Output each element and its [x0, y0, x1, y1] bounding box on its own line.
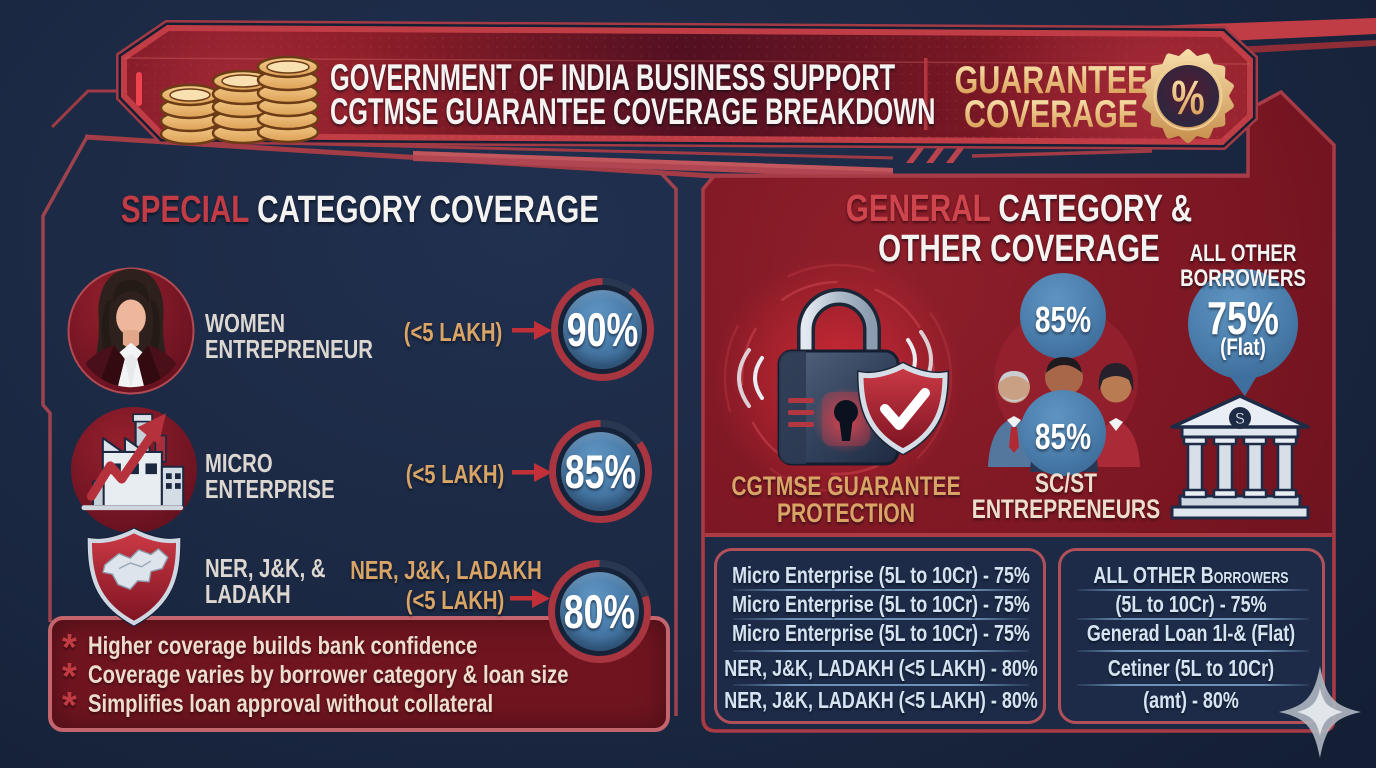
note2-text: Coverage varies by borrower category & l…	[88, 661, 569, 689]
row1-condition: (<5 LAKH)	[403, 317, 503, 347]
separator-line	[1077, 650, 1309, 652]
header-right-label-line1: GUARANTEE	[895, 59, 1207, 103]
header-right-label-line2: COVERAGE	[895, 93, 1207, 137]
breakdown-left-row: NER, J&K, LADAKH (<5 LAKH) - 80%	[724, 655, 1038, 681]
right-panel-title-accent: GENERAL	[845, 188, 991, 230]
breakdown-left-row: Micro Enterprise (5L to 10Cr) - 75%	[732, 591, 1030, 617]
row3-label-line1: NER, J&K, &	[205, 553, 326, 583]
separator-line	[733, 589, 1029, 591]
separator-line	[1077, 684, 1309, 686]
header-stripe-top	[1095, 18, 1376, 46]
note1-text: Higher coverage builds bank confidence	[88, 632, 478, 660]
other-label-line1: ALL OTHER	[1189, 240, 1297, 267]
note3-bullet-icon: *	[62, 685, 77, 727]
row2-condition: (<5 LAKH)	[405, 459, 505, 489]
right-panel-title-line1: GENERAL CATEGORY &	[746, 188, 1292, 231]
coins-icon	[159, 55, 320, 146]
header-accent-dash	[136, 72, 142, 106]
breakdown-left-row: Micro Enterprise (5L to 10Cr) - 75%	[732, 620, 1030, 646]
coverage-value-85: 85%	[564, 445, 637, 498]
breakdown-right-row: Generad Loan 1l-& (Flat)	[1086, 620, 1296, 646]
right-panel-title-line2: OTHER COVERAGE	[878, 228, 1160, 270]
lock-caption-line1: CGTMSE GUARANTEE	[731, 471, 961, 501]
breakdown-left-box	[714, 548, 1046, 724]
row3-label-line2: LADAKH	[205, 579, 291, 609]
row1-label-line1: WOMEN	[205, 308, 285, 338]
row1-label-line2: ENTREPRENEUR	[205, 334, 373, 364]
row3-condition-line2: (<5 LAKH)	[405, 585, 505, 615]
scst-value-bottom: 85%	[1034, 416, 1092, 457]
left-panel-title-rest: CATEGORY COVERAGE	[248, 189, 600, 231]
breakdown-left-row: Micro Enterprise (5L to 10Cr) - 75%	[732, 562, 1030, 588]
bank-dollar-symbol: $	[1235, 409, 1245, 428]
breakdown-right-row: (5L to 10Cr) - 75%	[1115, 591, 1267, 617]
other-value-note: (Flat)	[1220, 334, 1266, 361]
separator-line	[733, 618, 1029, 620]
coverage-ring-80: 80%	[548, 560, 651, 663]
header-title-line2: CGTMSE GUARANTEE COVERAGE BREAKDOWN	[330, 91, 936, 132]
coverage-ring-85: 85%	[549, 420, 652, 523]
shield-map-icon	[86, 527, 182, 627]
header-title-line1: GOVERNMENT OF INDIA BUSINESS SUPPORT	[330, 57, 896, 98]
factory-growth-icon	[71, 407, 197, 533]
note2-bullet-icon: *	[62, 656, 77, 698]
left-panel-title-accent: SPECIAL	[120, 189, 249, 231]
other-label-line2: BORROWERS	[1180, 265, 1306, 292]
breakdown-left-row: NER, J&K, LADAKH (<5 LAKH) - 80%	[724, 687, 1038, 713]
scst-caption-line1: SC/ST	[1034, 468, 1098, 498]
row2-label-line1: MICRO	[205, 448, 273, 478]
lock-caption-line2: PROTECTION	[776, 498, 916, 528]
separator-line	[733, 684, 1029, 686]
other-value: 75%	[1207, 292, 1279, 344]
coverage-ring-90: 90%	[551, 278, 654, 381]
scst-caption-line2: ENTREPRENEURS	[971, 494, 1161, 524]
row2-label-line2: ENTERPRISE	[205, 474, 335, 504]
coverage-value-90: 90%	[566, 303, 639, 356]
woman-entrepreneur-icon	[67, 267, 195, 395]
row3-condition-line1: NER, J&K, LADAKH	[350, 555, 542, 585]
separator-line	[733, 650, 1029, 652]
note1-bullet-icon: *	[62, 627, 77, 669]
badge-percent-symbol: %	[1110, 71, 1266, 126]
left-panel-title: SPECIAL CATEGORY COVERAGE	[48, 189, 672, 232]
coverage-value-80: 80%	[563, 585, 636, 638]
separator-line	[1077, 589, 1309, 591]
breakdown-right-row: Cetiner (5L to 10Cr)	[1107, 655, 1275, 681]
breakdown-right-row: ALL OTHER Borrowers	[1093, 562, 1289, 588]
note3-text: Simplifies loan approval without collate…	[88, 690, 494, 718]
breakdown-right-row: (amt) - 80%	[1143, 687, 1239, 713]
slash-marks-icon	[906, 147, 965, 163]
scst-value-top: 85%	[1034, 299, 1092, 340]
right-panel-title-rest: CATEGORY &	[990, 188, 1193, 230]
separator-line	[1077, 618, 1309, 620]
